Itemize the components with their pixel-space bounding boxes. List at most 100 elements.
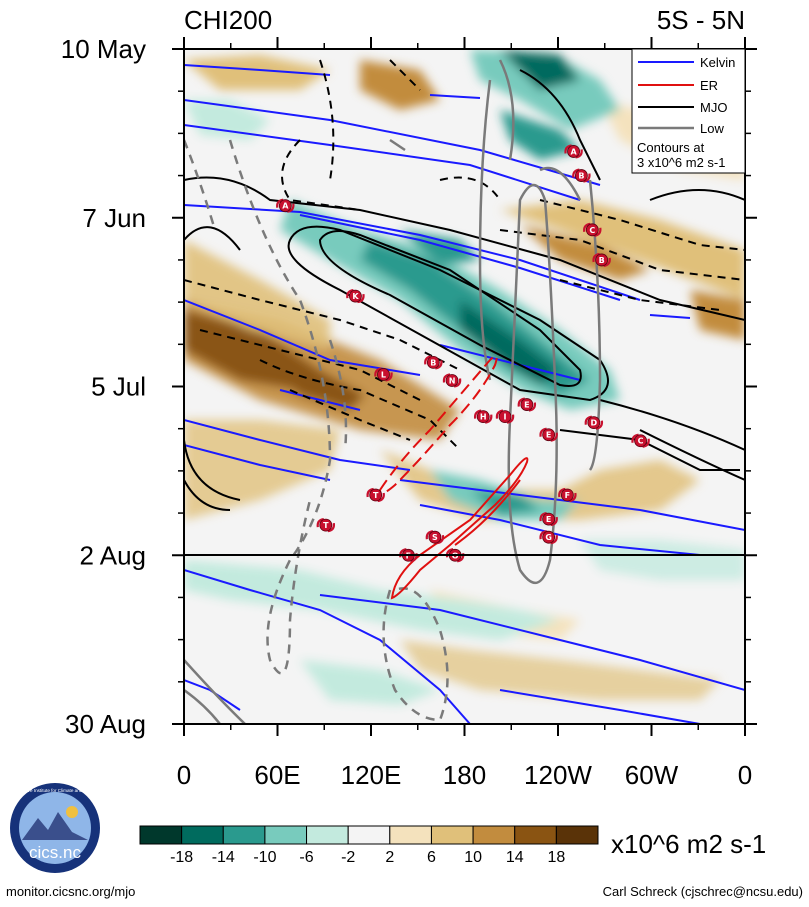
er-contours bbox=[390, 457, 529, 600]
er-contours-negative bbox=[378, 355, 498, 495]
storm-symbol: B bbox=[424, 355, 443, 370]
storm-arm bbox=[276, 198, 295, 213]
colorbar-swatch bbox=[514, 825, 557, 845]
storm-core bbox=[542, 530, 556, 544]
storm-core bbox=[542, 428, 556, 442]
storm-core bbox=[634, 434, 647, 448]
storm-core bbox=[595, 253, 609, 267]
colorbar-swatch bbox=[389, 825, 432, 845]
storm-symbol: S bbox=[425, 530, 445, 545]
storm-label: S bbox=[432, 533, 438, 542]
logo-mountains bbox=[22, 812, 88, 840]
cicsnc-logo: cics.nc Cooperative Institute for Climat… bbox=[8, 783, 103, 873]
storm-symbol: D bbox=[584, 415, 604, 430]
y-tick-label: 7 Jun bbox=[82, 203, 146, 233]
storm-arm bbox=[374, 367, 393, 382]
storm-arm bbox=[592, 252, 611, 268]
x-tick-label: 0 bbox=[738, 760, 752, 790]
storm-arm bbox=[316, 518, 336, 533]
legend-note-line2: 3 x10^6 m2 s-1 bbox=[637, 155, 725, 170]
storm-label: L bbox=[381, 370, 386, 379]
storm-arm bbox=[495, 409, 515, 424]
colorbar-swatch bbox=[181, 825, 224, 845]
storm-label: K bbox=[352, 292, 359, 301]
storm-symbol: C bbox=[631, 433, 650, 448]
storm-label: F bbox=[565, 491, 570, 500]
storm-label: E bbox=[546, 431, 551, 440]
storm-label: B bbox=[599, 256, 605, 265]
mjo-contours bbox=[184, 69, 745, 511]
storm-symbol: A bbox=[276, 198, 295, 213]
storm-symbol: L bbox=[374, 367, 393, 382]
storm-symbol: B bbox=[572, 168, 591, 183]
storm-symbol: B bbox=[592, 252, 611, 268]
storm-arm bbox=[424, 355, 443, 370]
storm-label: D bbox=[591, 419, 598, 428]
storm-symbol: E bbox=[539, 427, 558, 442]
logo-text: cics.nc bbox=[29, 843, 81, 862]
y-tick-label: 2 Aug bbox=[79, 540, 146, 570]
colorbar-swatch bbox=[222, 825, 266, 845]
storm-arm bbox=[539, 427, 558, 442]
colorbar-label: -6 bbox=[299, 849, 313, 866]
colorbar-swatch bbox=[347, 825, 391, 845]
storm-label: T bbox=[373, 491, 379, 500]
storm-arm bbox=[425, 530, 445, 545]
storm-arm bbox=[572, 168, 591, 183]
storm-arm bbox=[346, 289, 365, 304]
storm-core bbox=[476, 410, 490, 424]
storm-label: E bbox=[524, 401, 529, 410]
storm-label: C bbox=[638, 437, 644, 446]
legend-box bbox=[631, 48, 746, 174]
legend-note-line1: Contours at bbox=[637, 140, 705, 155]
colorbar-label: 10 bbox=[464, 849, 482, 866]
colorbar-label: -2 bbox=[341, 849, 355, 866]
storm-label: A bbox=[282, 202, 289, 211]
colorbar-label: 14 bbox=[506, 849, 524, 866]
storm-symbol: T bbox=[366, 487, 385, 503]
low-contours-negative bbox=[184, 139, 449, 722]
storm-core bbox=[349, 289, 362, 303]
storm-core bbox=[428, 530, 442, 544]
colorbar-swatch bbox=[430, 825, 474, 845]
legend-label-er: ER bbox=[700, 78, 718, 93]
storm-label: T bbox=[323, 521, 329, 530]
storm-arm bbox=[442, 373, 462, 388]
colorbar-units: x10^6 m2 s-1 bbox=[611, 829, 766, 859]
storm-arm bbox=[564, 144, 583, 159]
mjo-contours-negative bbox=[184, 59, 745, 451]
colorbar-label: 18 bbox=[547, 849, 565, 866]
storm-arm bbox=[631, 433, 650, 448]
storm-label: B bbox=[578, 172, 584, 181]
storm-core bbox=[520, 398, 534, 411]
storm-label: E bbox=[546, 515, 551, 524]
colorbar-swatch bbox=[472, 825, 516, 845]
legend-label-mjo: MJO bbox=[700, 100, 727, 115]
storm-core bbox=[574, 169, 588, 182]
storm-arm bbox=[517, 397, 537, 412]
storm-label: G bbox=[545, 533, 552, 542]
x-tick-label: 60W bbox=[625, 760, 679, 790]
x-tick-label: 120E bbox=[341, 760, 402, 790]
storm-core bbox=[278, 199, 292, 213]
storm-core bbox=[585, 223, 599, 237]
storm-symbol: E bbox=[517, 397, 537, 412]
legend-label-low: Low bbox=[700, 121, 724, 136]
storm-label: B bbox=[430, 358, 436, 367]
x-tick-label: 180 bbox=[443, 760, 486, 790]
storm-core bbox=[319, 518, 333, 532]
logo-sun bbox=[66, 806, 78, 818]
storm-symbols: AABCBKBLNEHIDECTFESGTFO bbox=[276, 144, 650, 563]
x-tick-label: 0 bbox=[177, 760, 191, 790]
storm-symbol: F bbox=[558, 487, 577, 503]
legend-label-kelvin: Kelvin bbox=[700, 55, 735, 70]
storm-core bbox=[369, 488, 383, 502]
storm-symbol: G bbox=[539, 530, 558, 545]
colorbar: -18 -14 -10 -6 -2 2 6 10 14 18 bbox=[139, 825, 599, 866]
storm-arm bbox=[583, 222, 602, 237]
colorbar-label: -18 bbox=[170, 849, 193, 866]
y-tick-label: 5 Jul bbox=[91, 372, 146, 402]
colorbar-label: -14 bbox=[212, 849, 235, 866]
storm-label: A bbox=[570, 147, 577, 156]
